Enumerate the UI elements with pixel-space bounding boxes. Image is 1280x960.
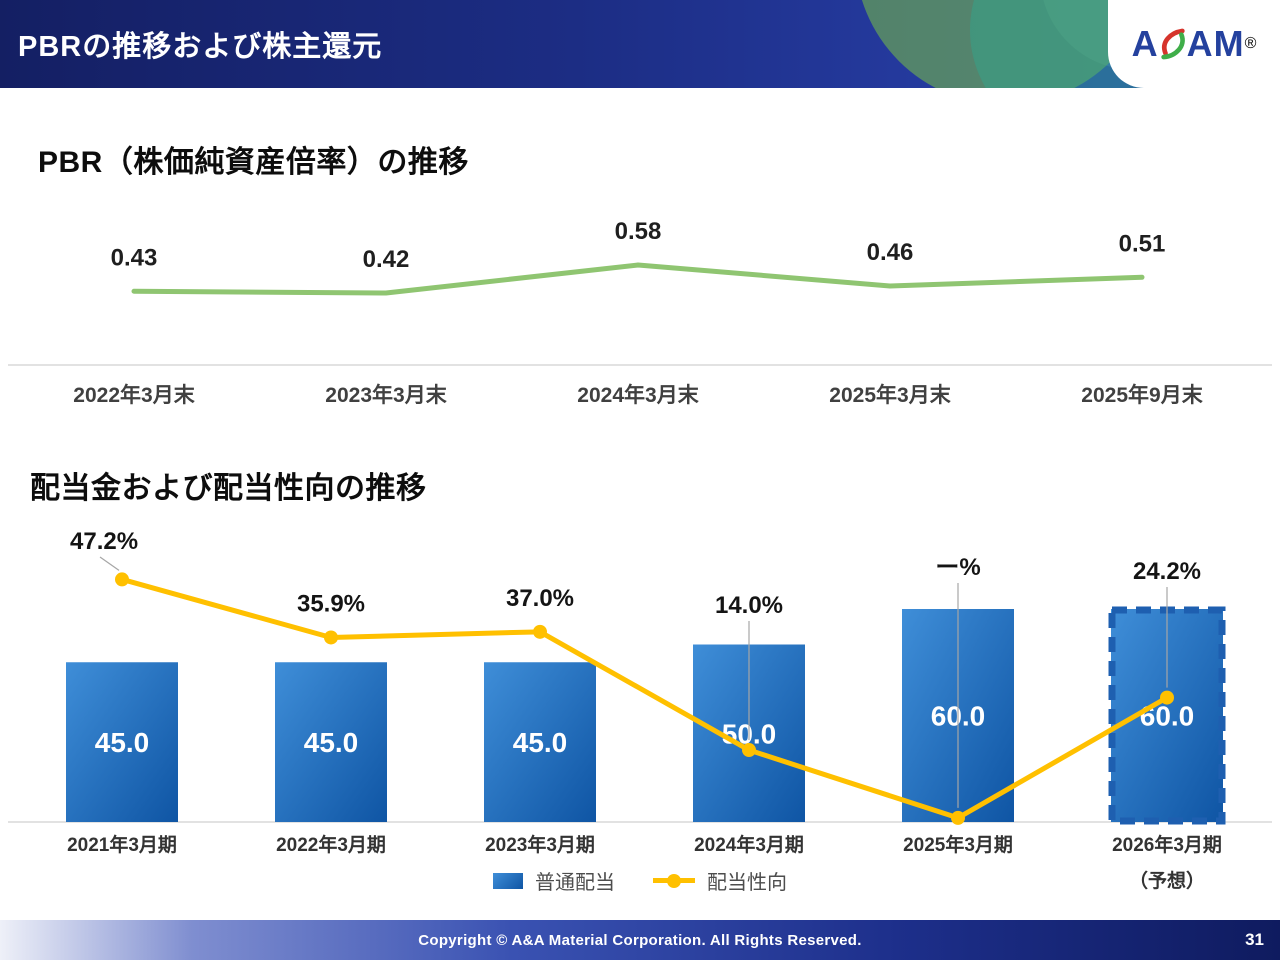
dividend-axis-label: 2024年3月期	[694, 833, 804, 856]
dividend-bar	[66, 662, 178, 822]
dividend-section-title: 配当金および配当性向の推移	[30, 472, 427, 505]
pbr-value-label: 0.58	[615, 218, 662, 245]
page-number: 31	[1245, 930, 1264, 949]
dividend-bar	[275, 662, 387, 822]
header-bar: PBRの推移および株主還元 A AM ®	[0, 0, 1280, 88]
label-leader-line	[99, 556, 120, 571]
bar-series-swatch-icon	[493, 872, 523, 889]
bar-value-label: 60.0	[1140, 701, 1195, 732]
pbr-value-label: 0.43	[111, 244, 158, 271]
footer-bar: Copyright © A&A Material Corporation. Al…	[0, 920, 1280, 960]
copyright-text: Copyright © A&A Material Corporation. Al…	[418, 931, 862, 949]
payout-point	[1160, 690, 1174, 705]
pbr-line-chart: 0.43 2022年3月末 0.42 2023年3月末 0.58 2024年3月末 0.46…	[8, 218, 1272, 407]
logo-letters-am: AM	[1186, 23, 1245, 64]
pbr-section-title: PBR（株価純資産倍率）の推移	[38, 146, 469, 179]
payout-line	[119, 576, 1170, 821]
logo-text: A AM	[1132, 23, 1245, 65]
payout-point	[533, 624, 547, 639]
payout-point	[115, 572, 129, 587]
payout-value-label: 14.0%	[715, 592, 783, 619]
line-series-label: 配当性向	[707, 872, 787, 894]
slide-title: PBRの推移および株主還元	[18, 31, 383, 63]
dividend-axis-label: 2023年3月期	[485, 833, 595, 856]
payout-value-label: ー%	[935, 554, 980, 581]
payout-value-label: 37.0%	[506, 585, 574, 612]
registered-mark: ®	[1244, 35, 1257, 52]
bar-value-label: 45.0	[304, 727, 359, 758]
line-series-swatch-icon	[653, 878, 695, 883]
pbr-axis-label: 2022年3月末	[73, 383, 195, 407]
dividend-axis-label: 2021年3月期	[67, 833, 177, 856]
logo-swirl-icon	[1160, 28, 1185, 60]
payout-value-label: 35.9%	[297, 590, 365, 617]
pbr-value-label: 0.46	[867, 239, 914, 266]
payout-value-label: 47.2%	[70, 528, 138, 555]
payout-point	[951, 810, 965, 825]
payout-point	[742, 743, 756, 758]
pbr-axis-label: 2024年3月末	[577, 383, 699, 407]
pbr-axis-label: 2023年3月末	[325, 383, 447, 407]
dividend-axis-label: 2026年3月期	[1112, 833, 1222, 856]
bar-value-label: 45.0	[95, 727, 150, 758]
pbr-value-label: 0.42	[363, 246, 410, 273]
chart-legend: 普通配当 配当性向	[493, 866, 787, 895]
payout-point	[324, 630, 338, 645]
pbr-axis-label: 2025年9月末	[1081, 383, 1203, 407]
forecast-note: （予想）	[1129, 869, 1205, 892]
pbr-axis-label: 2025年3月末	[829, 383, 951, 407]
bar-value-label: 45.0	[513, 727, 568, 758]
pbr-line	[131, 262, 1145, 296]
dividend-bar	[484, 662, 596, 822]
dividend-axis-label: 2025年3月期	[903, 833, 1013, 856]
bar-series-label: 普通配当	[535, 872, 615, 894]
payout-value-label: 24.2%	[1133, 558, 1201, 585]
dividend-axis-label: 2022年3月期	[276, 833, 386, 856]
logo-letter-a: A	[1131, 23, 1159, 64]
company-logo: A AM ®	[1108, 0, 1280, 88]
dividend-bar-line-chart: 45.02021年3月期45.02022年3月期45.02023年3月期50.0…	[8, 528, 1272, 892]
pbr-value-label: 0.51	[1119, 230, 1166, 257]
